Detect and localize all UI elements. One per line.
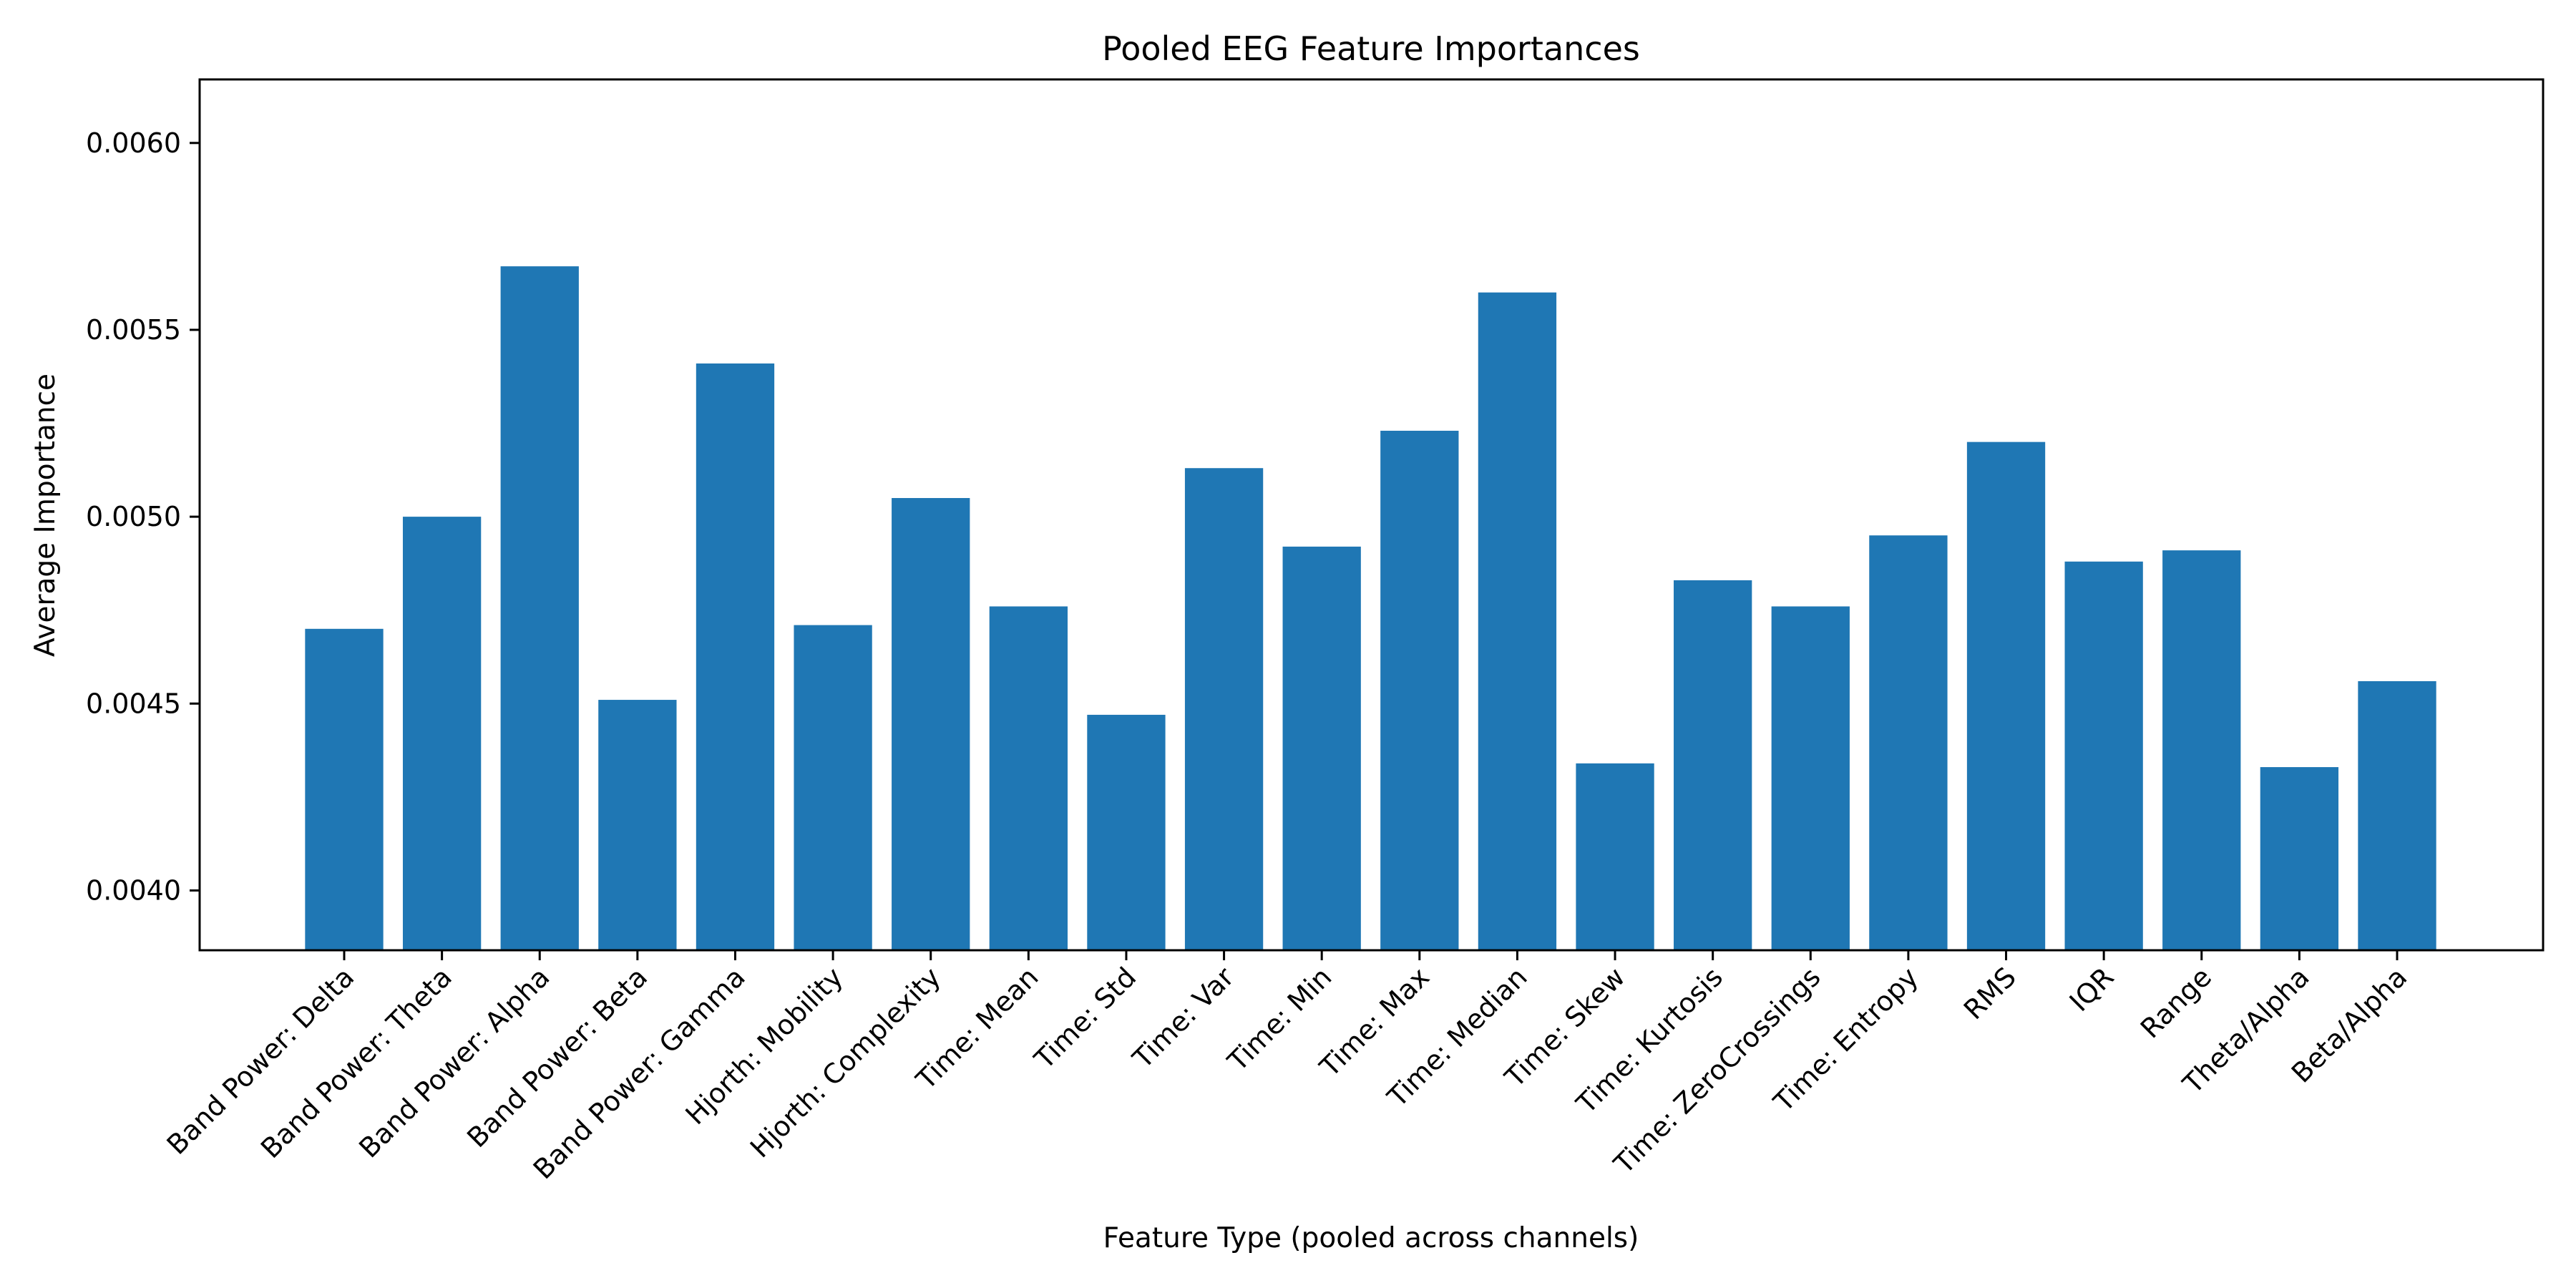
y-tick-label: 0.0055 [86,314,181,346]
bar-14 [1674,580,1752,950]
bar-1 [402,517,482,950]
bar-4 [696,363,775,951]
bar-5 [794,625,872,950]
bar-21 [2358,680,2436,950]
bar-10 [1282,546,1361,950]
bar-2 [500,266,579,950]
x-tick-label: Band Power: Theta [255,961,458,1164]
x-tick-label: Band Power: Alpha [353,961,555,1163]
y-tick-label: 0.0060 [86,127,181,159]
plot-frame [198,78,2545,952]
bar-17 [1966,441,2046,950]
bar-3 [598,700,677,950]
bar-8 [1087,714,1166,950]
y-tick-label: 0.0050 [86,501,181,532]
x-tick-label: Band Power: Delta [161,961,361,1161]
x-tick-label: Hjorth: Complexity [744,961,947,1163]
y-tick-label: 0.0045 [86,688,181,719]
x-tick-label: IQR [2064,961,2120,1018]
x-tick-label: Time: Var [1126,961,1240,1075]
x-tick-label: Range [2135,961,2218,1044]
bars-group [305,266,2436,951]
bar-15 [1771,606,1850,950]
x-tick-label: RMS [1958,961,2022,1025]
chart-title: Pooled EEG Feature Importances [1102,29,1640,68]
bar-19 [2162,550,2241,950]
bar-16 [1869,535,1948,950]
x-tick-label: Band Power: Beta [461,961,653,1153]
y-tick-label: 0.0040 [86,874,181,906]
bar-11 [1380,430,1459,950]
bar-7 [989,606,1068,950]
bar-0 [305,628,384,950]
y-axis: 0.0040 0.0045 0.0050 0.0055 0.0060 [86,127,200,906]
bar-13 [1576,763,1654,950]
bar-12 [1478,292,1557,951]
x-axis-label: Feature Type (pooled across channels) [1103,1222,1639,1254]
x-tick-label: Time: Std [1028,961,1142,1075]
bar-20 [2260,767,2339,950]
y-axis-label: Average Importance [29,374,62,657]
bar-18 [2064,561,2143,950]
bar-9 [1184,468,1264,950]
bar-6 [892,498,970,950]
